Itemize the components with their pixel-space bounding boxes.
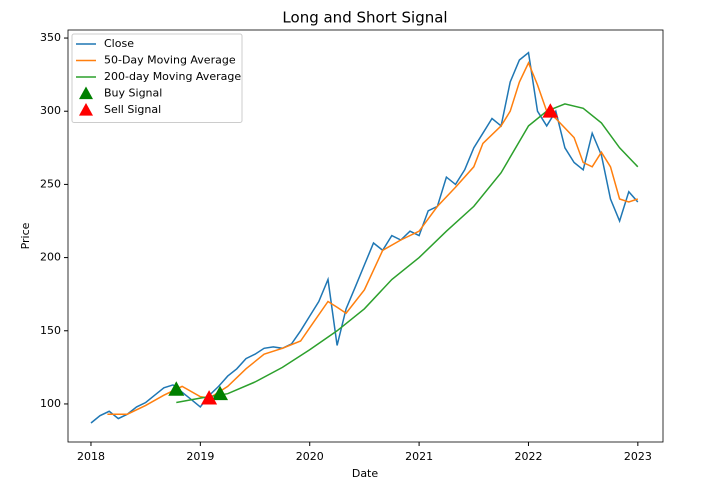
signal-marker: [201, 390, 218, 405]
legend-marker: [79, 86, 93, 100]
y-tick-label: 150: [40, 324, 61, 337]
legend-label: 200-day Moving Average: [104, 70, 241, 83]
y-tick-label: 250: [40, 177, 61, 190]
signal-marker: [168, 381, 185, 396]
legend-marker: [79, 103, 93, 116]
x-tick-label: 2020: [296, 450, 324, 463]
x-axis-label: Date: [352, 467, 379, 480]
y-axis-label: Price: [19, 222, 32, 249]
legend-label: Close: [104, 37, 134, 50]
legend-label: Sell Signal: [104, 103, 161, 116]
x-tick-label: 2018: [77, 450, 105, 463]
y-tick-label: 350: [40, 31, 61, 44]
x-tick-label: 2019: [186, 450, 214, 463]
legend-label: 50-Day Moving Average: [104, 54, 236, 67]
plot-frame: [67, 29, 664, 443]
x-tick-label: 2021: [405, 450, 433, 463]
signal-marker: [212, 385, 229, 401]
x-tick-label: 2023: [624, 450, 652, 463]
legend-label: Buy Signal: [104, 87, 162, 100]
line-series: [176, 103, 639, 404]
chart-title: Long and Short Signal: [282, 9, 447, 27]
y-tick-label: 200: [40, 251, 61, 264]
y-tick-label: 300: [40, 104, 61, 117]
legend-box: [71, 33, 243, 123]
signal-marker: [542, 103, 559, 118]
x-tick-label: 2022: [514, 450, 542, 463]
y-tick-label: 100: [40, 397, 61, 410]
